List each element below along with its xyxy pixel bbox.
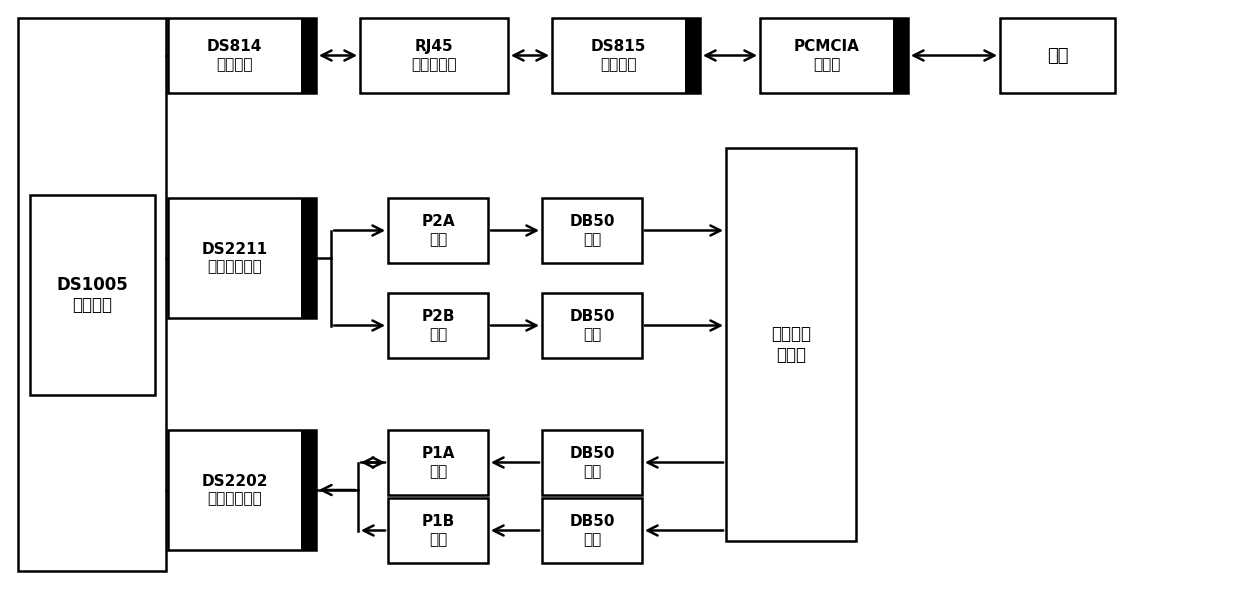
Bar <box>542 198 642 263</box>
Bar <box>301 18 316 93</box>
Bar <box>542 498 642 563</box>
Bar <box>686 18 701 93</box>
Bar <box>725 148 856 541</box>
Bar <box>301 430 316 550</box>
Bar <box>542 293 642 358</box>
Bar <box>167 198 316 318</box>
Text: DS2211
信号发送板卡: DS2211 信号发送板卡 <box>202 242 268 274</box>
Bar <box>30 195 155 395</box>
Bar <box>388 198 489 263</box>
Bar <box>388 430 489 495</box>
Bar <box>19 18 166 571</box>
Text: 主机: 主机 <box>1047 47 1068 65</box>
Bar <box>167 18 316 93</box>
Text: DS814
总线板卡: DS814 总线板卡 <box>207 39 263 72</box>
Bar <box>388 293 489 358</box>
Bar <box>893 18 908 93</box>
Bar <box>301 198 316 318</box>
Text: PCMCIA
转接卡: PCMCIA 转接卡 <box>794 39 859 72</box>
Text: P2B
接口: P2B 接口 <box>422 309 455 342</box>
Text: DB50
板卡: DB50 板卡 <box>569 309 615 342</box>
Text: P1A
接口: P1A 接口 <box>422 446 455 479</box>
Text: DB50
板卡: DB50 板卡 <box>569 214 615 247</box>
Bar <box>388 498 489 563</box>
Text: DS2202
信号采集板卡: DS2202 信号采集板卡 <box>201 474 268 506</box>
Bar <box>552 18 701 93</box>
Bar <box>360 18 508 93</box>
Text: DS815
总线板卡: DS815 总线板卡 <box>591 39 646 72</box>
Text: P1B
接口: P1B 接口 <box>422 514 455 547</box>
Text: 气压试验
台组件: 气压试验 台组件 <box>771 325 811 364</box>
Bar <box>542 430 642 495</box>
Text: RJ45
线缆连接器: RJ45 线缆连接器 <box>412 39 456 72</box>
Bar <box>167 430 316 550</box>
Text: DB50
板卡: DB50 板卡 <box>569 514 615 547</box>
Text: DB50
板卡: DB50 板卡 <box>569 446 615 479</box>
Text: P2A
接口: P2A 接口 <box>422 214 455 247</box>
Text: DS1005
控制板卡: DS1005 控制板卡 <box>57 276 129 315</box>
Bar <box>760 18 908 93</box>
Bar <box>999 18 1115 93</box>
